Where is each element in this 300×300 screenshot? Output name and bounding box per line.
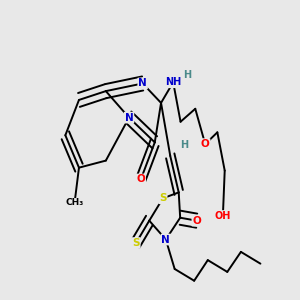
Text: O: O — [201, 139, 210, 149]
Text: H: H — [183, 70, 191, 80]
Text: S: S — [159, 193, 166, 203]
Text: CH₃: CH₃ — [65, 199, 84, 208]
Text: N: N — [138, 79, 147, 88]
Text: N: N — [161, 235, 170, 244]
Text: OH: OH — [215, 211, 231, 221]
Text: NH: NH — [165, 77, 181, 87]
Text: H: H — [180, 140, 188, 150]
Text: S: S — [132, 238, 140, 248]
Text: O: O — [192, 216, 201, 226]
Text: O: O — [136, 174, 145, 184]
Text: N: N — [124, 112, 134, 123]
